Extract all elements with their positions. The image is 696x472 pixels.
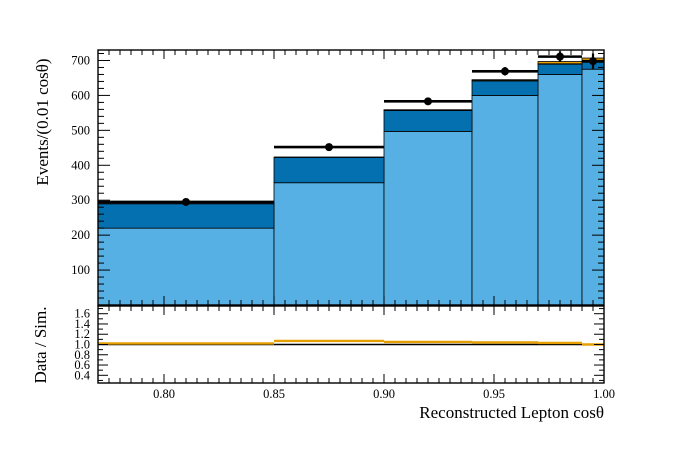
stack-component-0-bin-3 [471,95,539,306]
data-marker-2 [424,97,432,106]
stack-component-1-bin-4 [537,63,583,75]
stack-component-1-bin-0 [97,203,275,229]
x-tick-label: 0.80 [153,387,175,401]
data-point-0 [98,197,274,206]
stack-component-0-bin-2 [383,130,473,306]
ratio-series [98,339,604,346]
bottom-y-tick-label: 1.2 [74,327,90,341]
top-y-tick-label: 300 [71,193,90,207]
x-axis-title: Reconstructed Lepton cosθ [419,403,604,422]
top-y-tick-label: 400 [71,158,90,172]
stacked-histogram [97,57,605,306]
x-tick-label: 1.00 [593,387,615,401]
data-point-5 [582,53,604,69]
stack-component-1-bin-2 [383,110,473,132]
data-point-1 [274,143,384,152]
x-tick-label: 0.95 [483,387,505,401]
bottom-y-axis-title: Data / Sim. [31,307,50,384]
stack-component-1-bin-3 [471,80,539,96]
data-marker-0 [182,197,190,206]
bottom-y-tick-label: 0.6 [74,358,90,372]
stack-component-0-bin-4 [537,74,583,306]
data-point-3 [472,67,538,76]
stack-component-0-bin-1 [273,182,385,306]
stack-component-1-bin-1 [273,156,385,184]
data-marker-1 [325,143,333,152]
axes: 0.80 0.85 0.90 0.95 1.00 100 200 300 400 500 600 70… [71,49,615,401]
bottom-y-tick-label: 0.8 [74,348,90,362]
bottom-y-tick-label: 0.4 [74,368,90,382]
top-y-tick-label: 500 [71,123,90,137]
top-y-tick-label: 100 [71,263,90,277]
stack-component-0-bin-0 [97,227,275,306]
axis-labels: Events/(0.01 cosθ) Data / Sim. Reconstru… [31,58,604,422]
x-tick-label: 0.90 [373,387,395,401]
bottom-y-tick-label: 1.4 [74,317,90,331]
data-marker-3 [501,67,509,76]
top-y-axis-title: Events/(0.01 cosθ) [33,58,52,185]
bottom-y-tick-label: 1.6 [74,307,90,321]
top-y-tick-label: 700 [71,53,90,67]
data-marker-4 [556,52,564,61]
data-marker-5 [589,57,597,66]
data-point-2 [384,97,472,106]
bottom-y-tick-label: 1.0 [74,338,90,352]
data-points [98,51,604,206]
top-y-tick-label: 200 [71,228,90,242]
top-y-tick-label: 600 [71,88,90,102]
x-tick-label: 0.85 [263,387,285,401]
